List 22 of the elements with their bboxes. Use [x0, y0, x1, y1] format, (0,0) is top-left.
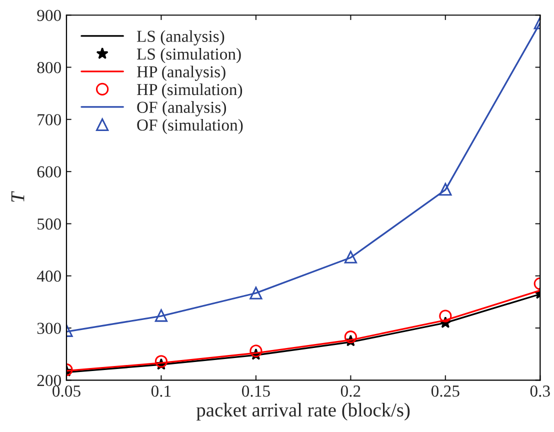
legend-label: HP (simulation) — [136, 83, 242, 99]
y-axis-title: T — [11, 191, 24, 202]
y-tick-label: 300 — [37, 322, 61, 334]
legend-label: HP (analysis) — [136, 66, 226, 81]
x-tick-label: 0.3 — [530, 386, 550, 397]
legend-label: OF (simulation) — [137, 118, 243, 134]
y-tick-label: 900 — [37, 10, 61, 22]
y-tick-label: 800 — [37, 62, 61, 74]
y-tick-label: 600 — [37, 166, 61, 178]
y-tick-label: 500 — [38, 218, 61, 230]
legend-label: LS (simulation) — [136, 48, 241, 64]
x-tick-label: 0.1 — [151, 386, 171, 397]
x-axis-title: packet arrival rate (block/s) — [196, 402, 410, 421]
y-tick-label: 200 — [37, 374, 61, 386]
legend-label: LS (analysis) — [136, 30, 224, 46]
legend-label: OF (analysis) — [137, 101, 226, 116]
x-tick-label: 0.15 — [242, 386, 270, 397]
x-tick-label: 0.05 — [52, 386, 80, 397]
x-tick-label: 0.2 — [340, 386, 360, 397]
y-tick-label: 700 — [38, 114, 61, 126]
y-tick-label: 400 — [36, 270, 61, 282]
x-tick-label: 0.25 — [431, 386, 460, 397]
